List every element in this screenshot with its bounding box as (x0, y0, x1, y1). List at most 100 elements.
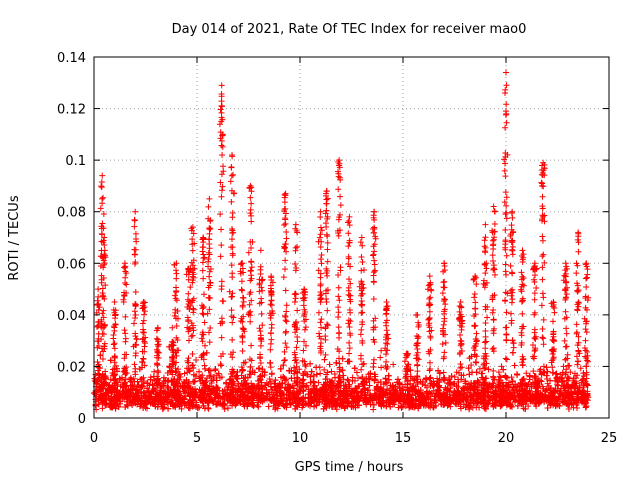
data-point (219, 393, 226, 400)
data-point (357, 388, 364, 395)
data-point (578, 397, 585, 404)
data-point (250, 389, 257, 396)
data-point (469, 385, 476, 392)
data-point (147, 376, 154, 383)
data-point (120, 384, 127, 391)
data-point (383, 379, 390, 386)
data-point (527, 391, 534, 398)
data-point (339, 367, 346, 374)
data-point (210, 375, 217, 382)
data-point (321, 366, 328, 373)
data-point (526, 387, 533, 394)
data-point (291, 364, 298, 371)
data-point (577, 365, 584, 372)
data-point (294, 379, 301, 386)
data-point (109, 404, 116, 411)
data-point (451, 374, 458, 381)
data-point (201, 384, 208, 391)
data-point (468, 379, 475, 386)
data-point (511, 362, 518, 369)
data-point (389, 382, 396, 389)
data-point (310, 383, 317, 390)
data-point (565, 362, 572, 369)
data-point (417, 390, 424, 397)
data-point (519, 386, 526, 393)
data-point (462, 378, 469, 385)
data-point (326, 361, 333, 368)
data-point (528, 382, 535, 389)
data-point (99, 405, 106, 412)
data-point (320, 405, 327, 412)
data-point (538, 378, 545, 385)
data-point (582, 400, 589, 407)
data-point (465, 365, 472, 372)
data-point (266, 375, 273, 382)
data-point (133, 394, 140, 401)
data-point (427, 390, 434, 397)
data-point (572, 382, 579, 389)
data-point (465, 402, 472, 409)
data-point (411, 377, 418, 384)
data-point (522, 406, 529, 413)
data-point (237, 388, 244, 395)
data-point (179, 395, 186, 402)
data-point (132, 393, 139, 400)
data-point (272, 377, 279, 384)
data-point (224, 405, 231, 412)
data-point (153, 395, 160, 402)
data-point (346, 381, 353, 388)
data-point (341, 390, 348, 397)
data-point (370, 401, 377, 408)
data-point (473, 369, 480, 376)
data-point (244, 374, 251, 381)
data-point (175, 398, 182, 405)
data-point (133, 386, 140, 393)
data-point (290, 393, 297, 400)
data-point (176, 391, 183, 398)
data-point (424, 388, 431, 395)
data-point (452, 400, 459, 407)
data-point (351, 365, 358, 372)
data-point (178, 397, 185, 404)
data-point (499, 383, 506, 390)
data-point (281, 375, 288, 382)
data-point (286, 396, 293, 403)
data-point (198, 396, 205, 403)
data-point (427, 374, 434, 381)
data-point (106, 381, 113, 388)
data-point (537, 366, 544, 373)
data-point (408, 385, 415, 392)
data-point (324, 397, 331, 404)
data-point (212, 365, 219, 372)
data-point (297, 388, 304, 395)
data-point (523, 398, 530, 405)
data-point (395, 398, 402, 405)
data-point (292, 405, 299, 412)
data-point (262, 382, 269, 389)
data-point (108, 393, 115, 400)
data-point (476, 404, 483, 411)
data-point (430, 403, 437, 410)
data-point (174, 387, 181, 394)
data-point (160, 393, 167, 400)
data-point (485, 394, 492, 401)
data-point (514, 392, 521, 399)
data-point (226, 395, 233, 402)
data-point (140, 404, 147, 411)
data-point (308, 368, 315, 375)
data-point (114, 368, 121, 375)
data-point (310, 378, 317, 385)
data-point (512, 398, 519, 405)
data-point (200, 402, 207, 409)
data-point (249, 401, 256, 408)
data-point (97, 388, 104, 395)
data-point (366, 391, 373, 398)
data-point (225, 383, 232, 390)
data-point (303, 400, 310, 407)
data-point (416, 389, 423, 396)
data-point (544, 368, 551, 375)
data-point (397, 389, 404, 396)
data-point (164, 391, 171, 398)
data-point (532, 388, 539, 395)
